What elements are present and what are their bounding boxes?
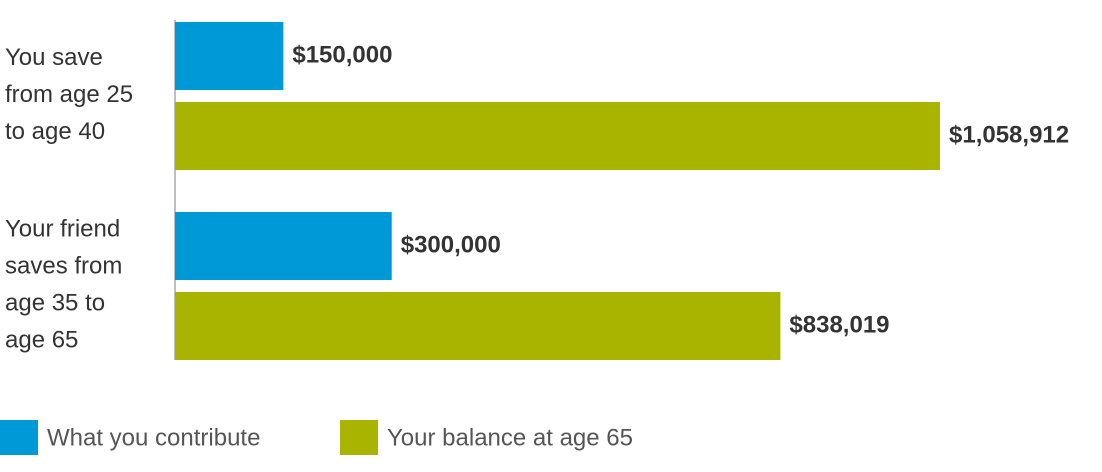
- bar: [175, 212, 392, 280]
- legend-swatch: [340, 420, 378, 455]
- bar: [175, 102, 940, 170]
- bar: [175, 22, 284, 90]
- value-label: $1,058,912: [949, 121, 1069, 148]
- category-label: Your friend saves from age 35 to age 65: [5, 216, 122, 354]
- legend-label: Your balance at age 65: [387, 424, 633, 451]
- legend-label: What you contribute: [47, 424, 260, 451]
- value-label: $838,019: [789, 311, 889, 338]
- bar: [175, 292, 781, 360]
- legend-swatch: [0, 420, 38, 455]
- value-label: $150,000: [292, 41, 392, 68]
- category-label: You save from age 25 to age 40: [5, 44, 133, 145]
- value-label: $300,000: [401, 231, 501, 258]
